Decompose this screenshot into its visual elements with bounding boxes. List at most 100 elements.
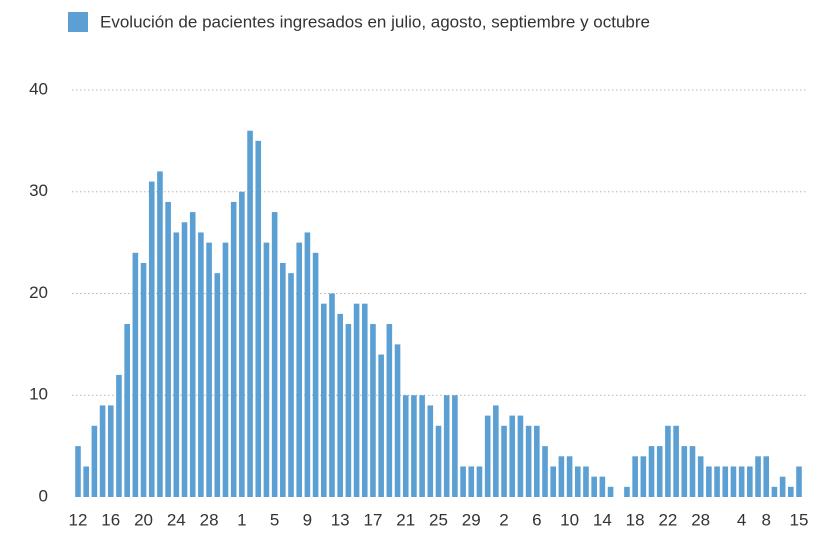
bar	[443, 395, 450, 497]
bar	[132, 252, 139, 497]
bar	[124, 324, 130, 497]
bar	[230, 201, 237, 498]
bar	[763, 456, 770, 497]
legend-label: Evolución de pacientes ingresados en jul…	[100, 12, 650, 31]
y-tick-label: 10	[29, 385, 48, 404]
bar	[361, 303, 368, 497]
bar	[648, 446, 655, 497]
bar	[607, 486, 614, 497]
x-tick-label: 15	[790, 510, 809, 529]
bar	[148, 181, 155, 497]
x-tick-label: 21	[396, 510, 415, 529]
bar	[255, 140, 262, 497]
bar	[468, 466, 475, 497]
x-tick-label: 13	[331, 510, 350, 529]
bar	[99, 405, 106, 497]
bar	[116, 374, 122, 497]
bar	[452, 395, 458, 497]
bar	[574, 466, 581, 497]
bar	[329, 293, 335, 497]
bar	[542, 446, 548, 497]
bar	[165, 201, 171, 498]
x-tick-label: 28	[200, 510, 219, 529]
bar	[402, 395, 409, 497]
y-tick-label: 30	[29, 181, 48, 200]
x-tick-label: 4	[737, 510, 746, 529]
bar	[566, 456, 573, 497]
bar	[558, 456, 565, 497]
bar	[665, 425, 671, 497]
x-tick-label: 5	[270, 510, 279, 529]
bar	[206, 242, 212, 497]
bar	[788, 486, 794, 497]
x-tick-label: 25	[429, 510, 448, 529]
bar	[312, 252, 319, 497]
bar	[779, 476, 786, 497]
bar	[591, 476, 597, 497]
bar	[714, 466, 720, 497]
bar	[722, 466, 729, 497]
bar	[435, 425, 442, 497]
bar	[353, 303, 360, 497]
bar	[525, 425, 532, 497]
x-tick-label: 2	[499, 510, 508, 529]
x-tick-label: 29	[462, 510, 481, 529]
bar	[189, 212, 196, 497]
bar	[681, 446, 688, 497]
bar	[337, 313, 343, 497]
bar	[632, 456, 638, 497]
bar	[140, 262, 147, 497]
x-tick-label: 1	[237, 510, 246, 529]
bar	[263, 242, 270, 497]
bar	[656, 446, 663, 497]
bar	[198, 232, 204, 497]
bar	[411, 395, 417, 497]
bar	[370, 324, 376, 497]
bar	[796, 466, 802, 497]
bar	[583, 466, 589, 497]
x-tick-label: 28	[691, 510, 710, 529]
bar	[304, 232, 311, 497]
bar	[296, 242, 303, 497]
bar	[181, 222, 188, 497]
bar	[706, 466, 712, 497]
bar	[173, 232, 180, 497]
bar	[75, 446, 81, 497]
y-tick-label: 20	[29, 283, 48, 302]
bar	[624, 486, 630, 497]
bar	[378, 354, 384, 497]
bar	[460, 466, 466, 497]
bar	[427, 405, 434, 497]
x-tick-label: 17	[363, 510, 382, 529]
bar	[394, 344, 401, 497]
x-tick-label: 6	[532, 510, 541, 529]
bar	[419, 395, 425, 497]
y-tick-label: 40	[29, 79, 48, 98]
x-tick-label: 24	[167, 510, 186, 529]
bar	[550, 466, 557, 497]
x-tick-label: 16	[101, 510, 120, 529]
bar	[239, 191, 245, 497]
bar	[91, 425, 98, 497]
x-tick-label: 10	[560, 510, 579, 529]
bar	[517, 415, 524, 497]
x-tick-label: 8	[761, 510, 770, 529]
bar	[107, 405, 114, 497]
bar	[247, 130, 253, 497]
bar	[697, 456, 704, 497]
x-tick-label: 9	[303, 510, 312, 529]
bar	[509, 415, 516, 497]
bar	[730, 466, 737, 497]
bar	[747, 466, 753, 497]
x-tick-label: 14	[593, 510, 612, 529]
bar	[157, 171, 163, 497]
bar	[83, 466, 89, 497]
x-tick-label: 22	[658, 510, 677, 529]
bar	[640, 456, 647, 497]
x-tick-label: 18	[626, 510, 645, 529]
bar	[771, 486, 778, 497]
bar	[673, 425, 679, 497]
bar	[493, 405, 499, 497]
bar	[320, 303, 327, 497]
bar	[534, 425, 540, 497]
